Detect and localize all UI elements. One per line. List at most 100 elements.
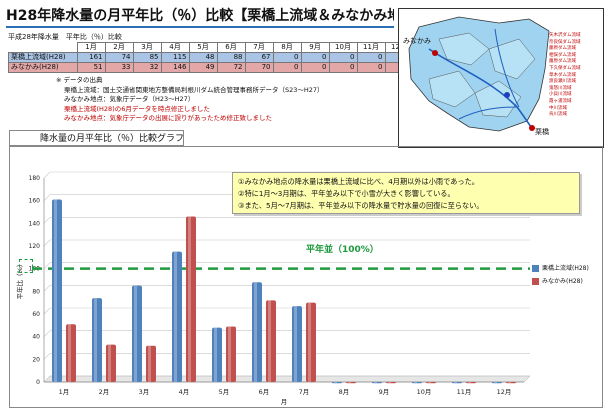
map-legend: 矢木沢ダム流域 奈良俣ダム流域 藤原ダム流域 相俣ダム流域 薗原ダム流域 下久保… <box>549 33 589 121</box>
kurihashi-map-label: 栗橋 <box>535 128 549 136</box>
bar-highlight <box>414 382 417 384</box>
x-tick-label: 4月 <box>179 388 190 396</box>
map-legend-item: 鬼怒川流域 <box>549 85 572 91</box>
bar-highlight <box>254 282 257 382</box>
map-legend-item: 渡良瀬川流域 <box>549 79 576 85</box>
minakami-map-label: みなかみ <box>403 37 431 45</box>
y-tick-label: 140 <box>29 220 41 227</box>
y-tick-label: 180 <box>29 175 41 182</box>
gridline <box>43 194 51 201</box>
gridline <box>43 262 51 269</box>
map-legend-item: 草木ダム流域 <box>549 72 576 78</box>
bar-minakami <box>506 382 516 384</box>
bar-minakami <box>426 382 436 384</box>
notes-header: ※ データの出典 <box>56 76 103 84</box>
bar-highlight <box>54 199 57 382</box>
y-tick-label: 40 <box>32 334 40 341</box>
reference-marker <box>19 259 33 273</box>
x-tick-label: 12月 <box>497 388 512 396</box>
gridline <box>43 239 51 247</box>
notes-line: みなかみ地点：気象庁データ（H23～H27） <box>64 95 195 103</box>
chart-legend: 栗橋上流域(H28) みなかみ(H28) <box>532 262 589 288</box>
x-tick-label: 10月 <box>417 388 432 396</box>
bar-highlight <box>388 382 391 384</box>
map-legend-item: 藤原ダム流域 <box>549 46 576 52</box>
gridline <box>43 375 51 383</box>
x-tick-label: 8月 <box>339 388 350 396</box>
annotation-line: ①みなかみ地点の降水量は栗橋上流域に比べ、4月期以外は小雨であった。 <box>238 177 479 186</box>
gridline <box>43 353 51 360</box>
map-legend-item: 烏川流域 <box>549 112 567 118</box>
gridline <box>43 307 51 315</box>
map-legend-item: 矢木沢ダム流域 <box>549 33 581 38</box>
x-tick-label: 7月 <box>299 388 310 396</box>
map-legend-item: 下久保ダム流域 <box>549 65 581 71</box>
bar-highlight <box>94 298 97 382</box>
notes-correction: みなかみ地点：気象庁データの出展に誤りがあったため修正致しました <box>64 114 272 122</box>
bar-highlight <box>108 344 111 382</box>
bar-highlight <box>188 216 191 382</box>
table-caption: 平成28年降水量 平年比（％）比較 <box>8 33 122 41</box>
bar-highlight <box>334 382 337 384</box>
bar-minakami <box>386 382 396 384</box>
basin-map-drawing <box>408 16 550 132</box>
map-legend-item: 薗原ダム流域 <box>549 59 576 65</box>
annotation-line: ②特に1月～3月期は、平年並み以下で小雪が大きく影響している。 <box>238 189 455 198</box>
bar-kurihashi <box>92 298 102 382</box>
x-tick-label: 3月 <box>139 388 150 396</box>
bar-kurihashi <box>292 306 302 382</box>
bar-highlight <box>428 382 431 384</box>
bar-highlight <box>214 327 217 382</box>
map-legend-item: 中川流域 <box>549 105 567 111</box>
legend-swatch <box>532 278 539 285</box>
y-tick-label: 80 <box>32 288 40 295</box>
bar-highlight <box>308 302 311 382</box>
data-source-notes: ※ データの出典 栗橋上流域：国土交通省関東地方整備局利根川ダム統合管理事務所デ… <box>56 76 324 124</box>
annotation-line: ③また、5月～7月期は、平年並み以下の降水量で貯水量の回復に至らない。 <box>238 201 484 210</box>
x-tick-label: 5月 <box>219 388 230 396</box>
bar-highlight <box>268 300 271 382</box>
chart-title: 降水量の月平年比（％）比較グラフ <box>9 130 184 146</box>
bar-minakami <box>466 382 476 384</box>
bar-minakami <box>66 324 76 382</box>
bar-minakami <box>226 326 236 382</box>
y-tick-label: 20 <box>32 356 40 363</box>
y-tick-label: 120 <box>29 243 41 250</box>
x-tick-label: 9月 <box>379 388 390 396</box>
bar-highlight <box>228 326 231 382</box>
bar-highlight <box>348 382 351 384</box>
bar-kurihashi <box>452 382 462 384</box>
basin-map: みなかみ 栗橋 矢木沢ダム流域 奈良俣ダム流域 藤原ダム流域 相俣ダム流域 薗原… <box>398 8 604 148</box>
chart-floor <box>43 375 531 383</box>
bar-highlight <box>494 382 497 384</box>
legend-item-kurihashi: 栗橋上流域(H28) <box>532 262 589 275</box>
bar-minakami <box>146 345 156 382</box>
bar-minakami <box>106 344 116 382</box>
x-tick-label: 6月 <box>259 388 270 396</box>
x-tick-label: 2月 <box>99 388 110 396</box>
bar-highlight <box>468 382 471 384</box>
gridline <box>43 330 51 337</box>
legend-swatch <box>532 265 539 272</box>
annotation-box: ①みなかみ地点の降水量は栗橋上流域に比べ、4月期以外は小雨であった。 ②特に1月… <box>232 172 580 214</box>
bar-highlight <box>508 382 511 384</box>
ratio-table: 1月 2月 3月 4月 5月 6月 7月 8月 9月 10月 11月 12月 栗… <box>8 42 414 73</box>
map-legend-item: 小貝川流域 <box>549 92 572 98</box>
table-corner <box>8 42 77 53</box>
bar-highlight <box>148 345 151 382</box>
bar-kurihashi <box>252 282 262 382</box>
table-row-minakami: みなかみ(H28) 51 33 32 146 49 72 70 0 0 0 0 … <box>8 62 414 73</box>
legend-label: みなかみ(H28) <box>542 278 583 285</box>
x-tick-label: 1月 <box>59 388 70 396</box>
bar-minakami <box>346 382 356 384</box>
bar-kurihashi <box>212 327 222 382</box>
bar-highlight <box>294 306 297 382</box>
y-tick-label: 60 <box>32 311 40 318</box>
bar-kurihashi <box>332 382 342 384</box>
y-axis-label: 平年比（%） <box>15 261 24 300</box>
gridline <box>43 171 51 179</box>
bar-highlight <box>454 382 457 384</box>
notes-line: 栗橋上流域：国土交通省関東地方整備局利根川ダム統合管理事務所データ（S23～H2… <box>64 85 324 94</box>
bar-minakami <box>186 216 196 382</box>
y-tick-label: 0 <box>36 379 40 386</box>
